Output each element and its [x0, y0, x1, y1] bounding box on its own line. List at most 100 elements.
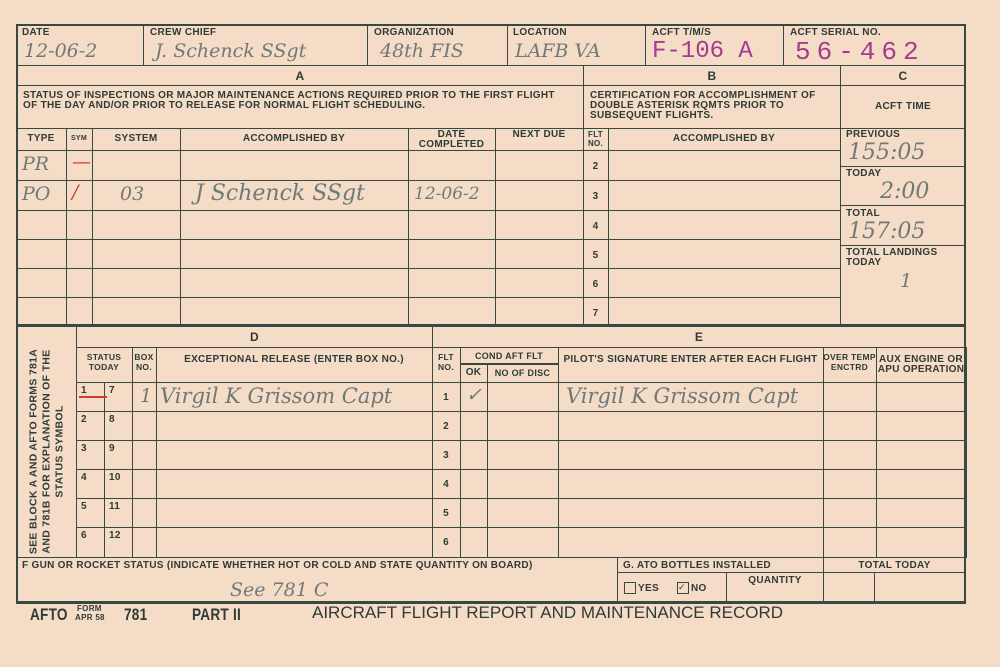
box-no-header-label: BOX NO. — [134, 352, 154, 372]
section-de-cell — [876, 411, 967, 441]
status-symbol: / — [72, 181, 79, 203]
pilot-signature: Virgil K Grissom Capt — [566, 384, 799, 408]
section-de-cell — [876, 440, 967, 470]
section-de-cell — [460, 469, 488, 499]
section-a-cell — [180, 150, 409, 181]
section-a-cell — [16, 239, 67, 269]
section-de-cell — [487, 440, 559, 470]
aux-engine-header-label: AUX ENGINE OR APU OPERATION — [877, 354, 965, 375]
ok-checkmark: ✓ — [466, 384, 482, 406]
over-temp-header-label: OVER TEMP ENCTRD — [823, 352, 876, 372]
section-b-desc: CERTIFICATION FOR ACCOMPLISHMENT OF DOUB… — [590, 90, 816, 121]
no-checkbox[interactable]: ✓ — [677, 582, 689, 594]
exceptional-release-header — [156, 347, 433, 383]
total-label: TOTAL — [846, 208, 880, 219]
crew-chief-value: J. Schenck SSgt — [155, 40, 307, 62]
section-de-cell — [156, 469, 433, 499]
accomplished-by-label: ACCOMPLISHED BY — [672, 133, 776, 144]
pilot-signature-header-label: PILOT'S SIGNATURE ENTER AFTER EACH FLIGH… — [563, 354, 818, 365]
section-a-cell — [92, 150, 181, 181]
status-box-number: 11 — [109, 501, 121, 512]
section-de-cell — [156, 411, 433, 441]
section-de-cell — [156, 527, 433, 558]
status-box-number: 12 — [109, 530, 121, 541]
status-box-number: 10 — [109, 472, 121, 483]
serial-label: ACFT SERIAL NO. — [790, 27, 881, 38]
serial-stamp: 56-462 — [795, 37, 925, 67]
flight-number: 3 — [592, 191, 599, 202]
section-de-cell — [156, 498, 433, 528]
today-label: TODAY — [846, 168, 882, 179]
section-a-cell — [180, 210, 409, 240]
section-a-cell — [66, 239, 93, 269]
section-a-cell — [408, 268, 496, 298]
section-a-desc-cell: STATUS OF INSPECTIONS OR MAJOR MAINTENAN… — [16, 85, 584, 129]
accomplished-by-entry: J Schenck SSgt — [195, 181, 365, 206]
yes-checkbox[interactable] — [624, 582, 636, 594]
column-header-label: SYM — [70, 135, 88, 142]
date-label: DATE — [22, 27, 50, 38]
section-de-cell — [558, 498, 824, 528]
section-de-cell — [487, 382, 559, 412]
status-box-number: 9 — [109, 443, 115, 454]
section-b-desc-cell: CERTIFICATION FOR ACCOMPLISHMENT OF DOUB… — [583, 85, 841, 129]
today-value: 2:00 — [880, 179, 930, 204]
landings-label: TOTAL LANDINGS TODAY — [846, 247, 938, 268]
section-de-cell — [487, 527, 559, 558]
form-number: 781 — [124, 605, 148, 624]
total-today-cell — [823, 557, 966, 602]
previous-value: 155:05 — [848, 140, 926, 165]
section-a-cell — [495, 150, 584, 181]
section-a-cell — [92, 297, 181, 326]
section-divider — [16, 324, 966, 327]
form-title: AIRCRAFT FLIGHT REPORT AND MAINTENANCE R… — [312, 603, 784, 622]
section-de-cell — [132, 469, 157, 499]
flight-number: 5 — [592, 250, 599, 261]
section-a-cell — [92, 239, 181, 269]
section-de-cell — [132, 440, 157, 470]
no-of-disc-label: NO OF DISC — [494, 368, 551, 378]
flight-number: 4 — [592, 221, 599, 232]
section-de-cell — [132, 411, 157, 441]
column-header-label: DATE COMPLETED — [418, 129, 485, 150]
section-a-cell — [180, 268, 409, 298]
organization-label: ORGANIZATION — [374, 27, 455, 38]
date-value: 12-06-2 — [24, 40, 98, 62]
section-f-entry: See 781 C — [230, 579, 329, 601]
status-box-number: 3 — [81, 443, 87, 454]
section-c-letter: C — [898, 69, 908, 83]
landings-value: 1 — [900, 270, 913, 292]
section-de-cell — [823, 527, 877, 558]
section-c-header: C — [840, 65, 966, 86]
total-today-label: TOTAL TODAY — [858, 560, 931, 571]
section-b-header: B — [583, 65, 841, 86]
section-a-letter: A — [295, 69, 305, 83]
pilot-signature-header — [558, 347, 824, 383]
ok-label: OK — [465, 367, 482, 378]
column-header-label: SYSTEM — [114, 133, 158, 144]
section-a-cell — [495, 268, 584, 298]
flight-number: 3 — [443, 450, 449, 461]
section-de-cell — [823, 469, 877, 499]
flt-no-header-label: FLT NO. — [437, 352, 454, 372]
section-de-cell — [823, 440, 877, 470]
yes-label: YES — [638, 583, 659, 594]
side-label-cell: SEE BLOCK A AND AFTO FORMS 781A AND 781B… — [16, 326, 77, 558]
flt-no-label: FLT NO. — [587, 130, 604, 148]
section-de-cell — [823, 382, 877, 412]
section-de-cell — [876, 382, 967, 412]
flight-number: 5 — [443, 508, 449, 519]
section-de-cell — [876, 527, 967, 558]
section-b-cell — [608, 297, 841, 326]
section-e-letter: E — [694, 330, 704, 344]
acft-tms-label: ACFT T/M/S — [652, 27, 712, 38]
acft-tms-stamp: F-106 A — [652, 38, 753, 65]
section-a-cell — [408, 150, 496, 181]
section-de-cell — [487, 498, 559, 528]
flight-number: 6 — [592, 279, 599, 290]
exceptional-release-signature: Virgil K Grissom Capt — [160, 384, 393, 408]
form-label: FORM — [77, 604, 102, 613]
red-status-mark — [79, 396, 107, 398]
column-header-label: TYPE — [27, 133, 55, 144]
status-box-number: 4 — [81, 472, 87, 483]
